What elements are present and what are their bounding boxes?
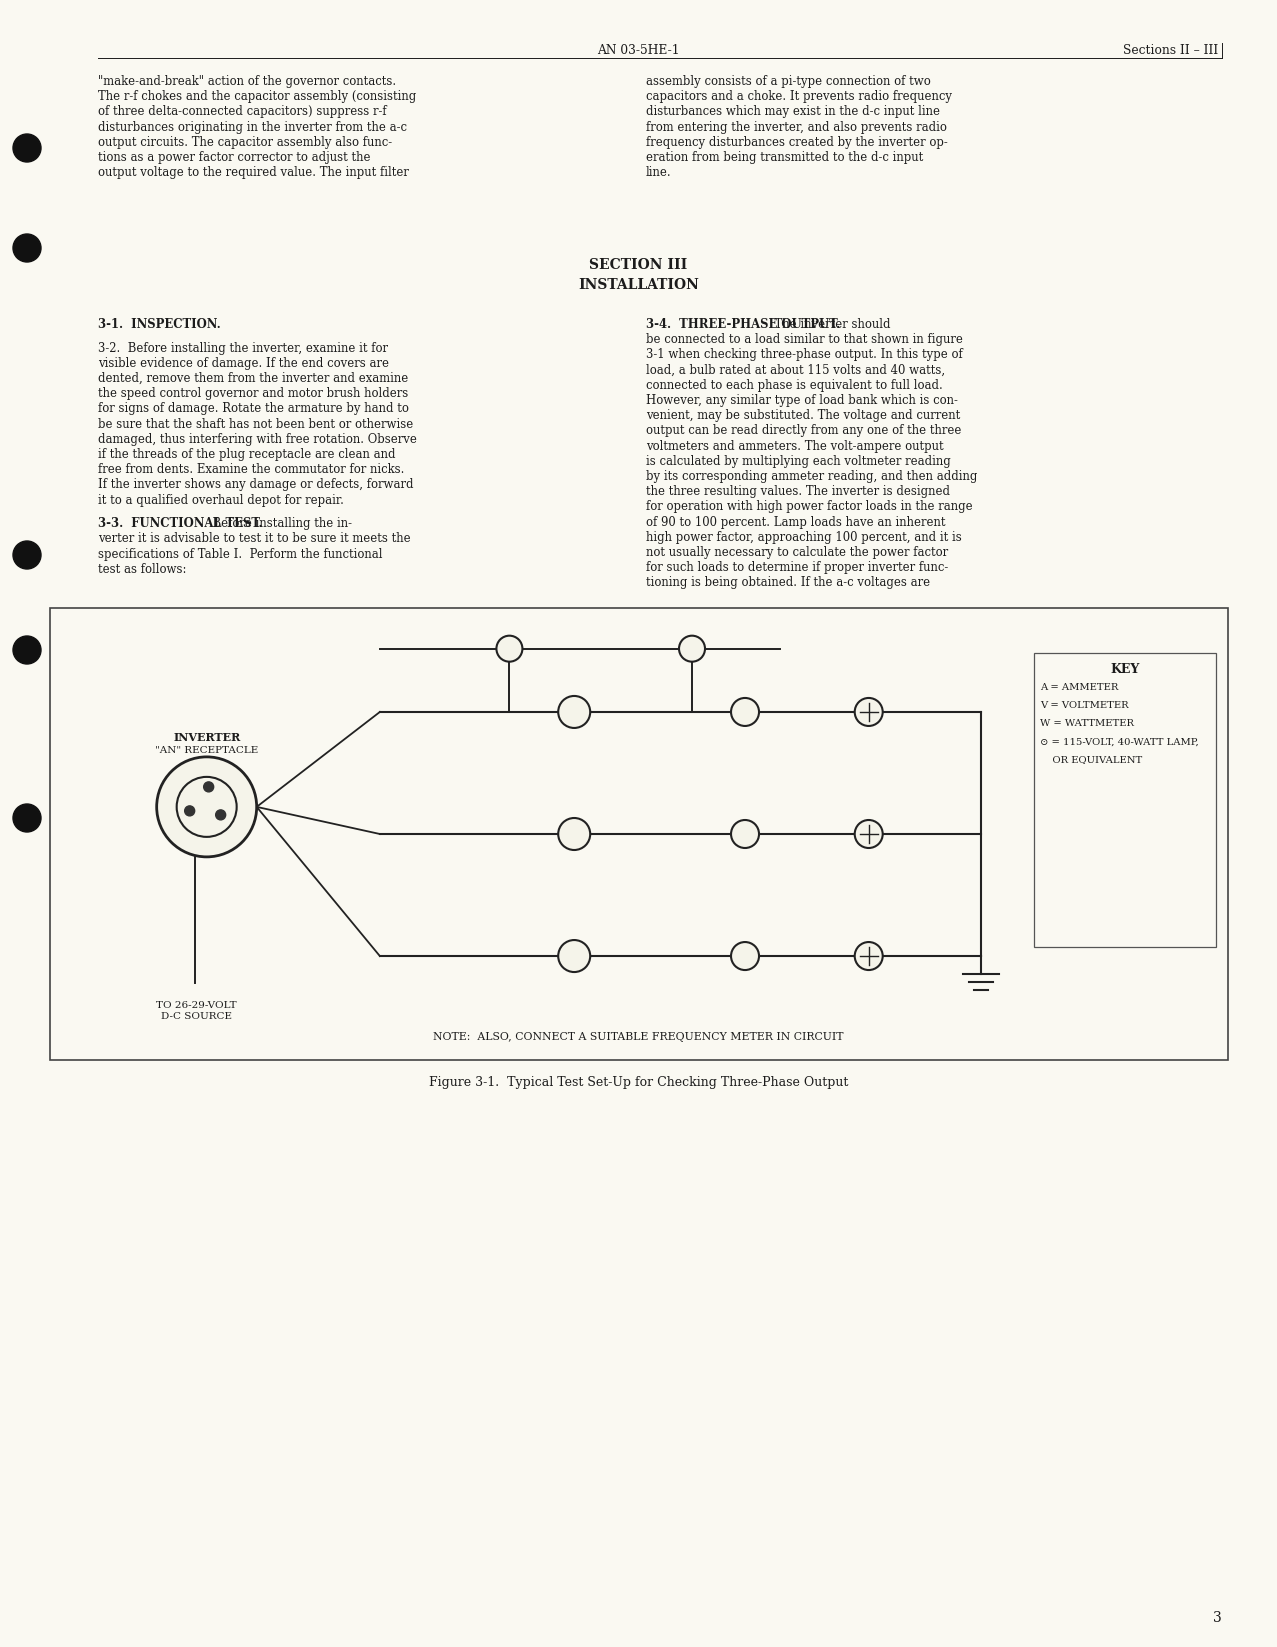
Text: 3-2.  Before installing the inverter, examine it for: 3-2. Before installing the inverter, exa…	[98, 341, 388, 354]
Circle shape	[13, 804, 41, 832]
Text: disturbances which may exist in the d-c input line: disturbances which may exist in the d-c …	[646, 105, 940, 119]
Text: "make-and-break" action of the governor contacts.: "make-and-break" action of the governor …	[98, 76, 396, 87]
Text: W = WATTMETER: W = WATTMETER	[1039, 720, 1134, 728]
Text: tioning is being obtained. If the a-c voltages are: tioning is being obtained. If the a-c vo…	[646, 576, 930, 590]
Text: not usually necessary to calculate the power factor: not usually necessary to calculate the p…	[646, 547, 948, 558]
Text: The inverter should: The inverter should	[767, 318, 891, 331]
Text: The r-f chokes and the capacitor assembly (consisting: The r-f chokes and the capacitor assembl…	[98, 91, 416, 104]
Text: for such loads to determine if proper inverter func-: for such loads to determine if proper in…	[646, 562, 949, 575]
Circle shape	[13, 133, 41, 161]
Text: 3-1.  INSPECTION.: 3-1. INSPECTION.	[98, 318, 221, 331]
Text: 3: 3	[1213, 1611, 1222, 1626]
Text: A: A	[206, 810, 213, 819]
Text: A = AMMETER: A = AMMETER	[1039, 684, 1117, 692]
Text: 3-3.  FUNCTIONAL TEST.: 3-3. FUNCTIONAL TEST.	[98, 517, 263, 530]
Text: of three delta-connected capacitors) suppress r-f: of three delta-connected capacitors) sup…	[98, 105, 387, 119]
Text: visible evidence of damage. If the end covers are: visible evidence of damage. If the end c…	[98, 357, 389, 371]
Text: if the threads of the plug receptacle are clean and: if the threads of the plug receptacle ar…	[98, 448, 396, 461]
Text: SECTION III: SECTION III	[590, 259, 687, 272]
Circle shape	[558, 819, 590, 850]
Text: for operation with high power factor loads in the range: for operation with high power factor loa…	[646, 501, 973, 514]
Text: W: W	[568, 707, 580, 720]
FancyBboxPatch shape	[50, 608, 1228, 1061]
Text: line.: line.	[646, 166, 672, 180]
Text: However, any similar type of load bank which is con-: However, any similar type of load bank w…	[646, 394, 958, 407]
Text: OR EQUIVALENT: OR EQUIVALENT	[1039, 756, 1142, 764]
Circle shape	[13, 540, 41, 568]
Text: A: A	[506, 644, 513, 654]
Text: Before installing the in-: Before installing the in-	[204, 517, 351, 530]
Text: specifications of Table I.  Perform the functional: specifications of Table I. Perform the f…	[98, 547, 383, 560]
Text: W: W	[568, 950, 580, 963]
Text: assembly consists of a pi-type connection of two: assembly consists of a pi-type connectio…	[646, 76, 931, 87]
Text: test as follows:: test as follows:	[98, 563, 186, 576]
Circle shape	[497, 636, 522, 662]
Text: AN 03-5HE-1: AN 03-5HE-1	[598, 44, 679, 58]
Text: output can be read directly from any one of the three: output can be read directly from any one…	[646, 425, 962, 438]
Circle shape	[203, 782, 213, 792]
Text: verter it is advisable to test it to be sure it meets the: verter it is advisable to test it to be …	[98, 532, 411, 545]
Text: for signs of damage. Rotate the armature by hand to: for signs of damage. Rotate the armature…	[98, 402, 409, 415]
Circle shape	[13, 636, 41, 664]
Text: load, a bulb rated at about 115 volts and 40 watts,: load, a bulb rated at about 115 volts an…	[646, 364, 945, 377]
Circle shape	[558, 940, 590, 972]
Text: by its corresponding ammeter reading, and then adding: by its corresponding ammeter reading, an…	[646, 469, 977, 483]
Circle shape	[157, 758, 257, 856]
Text: free from dents. Examine the commutator for nicks.: free from dents. Examine the commutator …	[98, 463, 405, 476]
Text: of 90 to 100 percent. Lamp loads have an inherent: of 90 to 100 percent. Lamp loads have an…	[646, 516, 945, 529]
Text: NOTE:  ALSO, CONNECT A SUITABLE FREQUENCY METER IN CIRCUIT: NOTE: ALSO, CONNECT A SUITABLE FREQUENCY…	[433, 1033, 844, 1043]
Text: ⊙ = 115-VOLT, 40-WATT LAMP,: ⊙ = 115-VOLT, 40-WATT LAMP,	[1039, 738, 1198, 746]
Text: be sure that the shaft has not been bent or otherwise: be sure that the shaft has not been bent…	[98, 418, 414, 430]
Text: Figure 3-1.  Typical Test Set-Up for Checking Three-Phase Output: Figure 3-1. Typical Test Set-Up for Chec…	[429, 1075, 848, 1089]
Circle shape	[216, 810, 226, 820]
Text: C: C	[175, 807, 183, 815]
Text: damaged, thus interfering with free rotation. Observe: damaged, thus interfering with free rota…	[98, 433, 416, 446]
Text: the three resulting values. The inverter is designed: the three resulting values. The inverter…	[646, 486, 950, 497]
Text: be connected to a load similar to that shown in figure: be connected to a load similar to that s…	[646, 333, 963, 346]
Circle shape	[854, 942, 882, 970]
Text: capacitors and a choke. It prevents radio frequency: capacitors and a choke. It prevents radi…	[646, 91, 951, 104]
Text: from entering the inverter, and also prevents radio: from entering the inverter, and also pre…	[646, 120, 946, 133]
Text: V: V	[741, 708, 750, 718]
Text: frequency disturbances created by the inverter op-: frequency disturbances created by the in…	[646, 135, 948, 148]
Text: V: V	[741, 830, 750, 840]
Text: dented, remove them from the inverter and examine: dented, remove them from the inverter an…	[98, 372, 409, 385]
Circle shape	[558, 697, 590, 728]
Text: connected to each phase is equivalent to full load.: connected to each phase is equivalent to…	[646, 379, 942, 392]
Circle shape	[185, 805, 194, 815]
Text: 3-4.  THREE-PHASE OUTPUT.: 3-4. THREE-PHASE OUTPUT.	[646, 318, 840, 331]
Text: INVERTER: INVERTER	[174, 731, 240, 743]
Text: W: W	[568, 828, 580, 842]
Text: output voltage to the required value. The input filter: output voltage to the required value. Th…	[98, 166, 409, 180]
Text: the speed control governor and motor brush holders: the speed control governor and motor bru…	[98, 387, 409, 400]
Text: output circuits. The capacitor assembly also func-: output circuits. The capacitor assembly …	[98, 135, 392, 148]
Text: INSTALLATION: INSTALLATION	[578, 278, 699, 292]
Circle shape	[679, 636, 705, 662]
Circle shape	[730, 820, 759, 848]
Text: V = VOLTMETER: V = VOLTMETER	[1039, 702, 1129, 710]
Circle shape	[13, 234, 41, 262]
Text: If the inverter shows any damage or defects, forward: If the inverter shows any damage or defe…	[98, 478, 414, 491]
Text: high power factor, approaching 100 percent, and it is: high power factor, approaching 100 perce…	[646, 530, 962, 544]
Text: venient, may be substituted. The voltage and current: venient, may be substituted. The voltage…	[646, 408, 960, 422]
Text: 3-1 when checking three-phase output. In this type of: 3-1 when checking three-phase output. In…	[646, 349, 963, 361]
Circle shape	[730, 942, 759, 970]
Text: tions as a power factor corrector to adjust the: tions as a power factor corrector to adj…	[98, 152, 370, 165]
Text: voltmeters and ammeters. The volt-ampere output: voltmeters and ammeters. The volt-ampere…	[646, 440, 944, 453]
Text: eration from being transmitted to the d-c input: eration from being transmitted to the d-…	[646, 152, 923, 165]
Circle shape	[854, 698, 882, 726]
Text: B: B	[194, 782, 202, 791]
Text: Sections II – III: Sections II – III	[1122, 44, 1218, 58]
Circle shape	[22, 550, 32, 560]
Circle shape	[730, 698, 759, 726]
Text: is calculated by multiplying each voltmeter reading: is calculated by multiplying each voltme…	[646, 455, 951, 468]
Text: disturbances originating in the inverter from the a-c: disturbances originating in the inverter…	[98, 120, 407, 133]
Text: "AN" RECEPTACLE: "AN" RECEPTACLE	[155, 746, 258, 754]
Text: it to a qualified overhaul depot for repair.: it to a qualified overhaul depot for rep…	[98, 494, 344, 507]
Text: TO 26-29-VOLT
D-C SOURCE: TO 26-29-VOLT D-C SOURCE	[156, 1001, 238, 1021]
Circle shape	[854, 820, 882, 848]
Text: A: A	[688, 644, 696, 654]
Text: KEY: KEY	[1110, 664, 1139, 677]
Text: V: V	[741, 952, 750, 962]
